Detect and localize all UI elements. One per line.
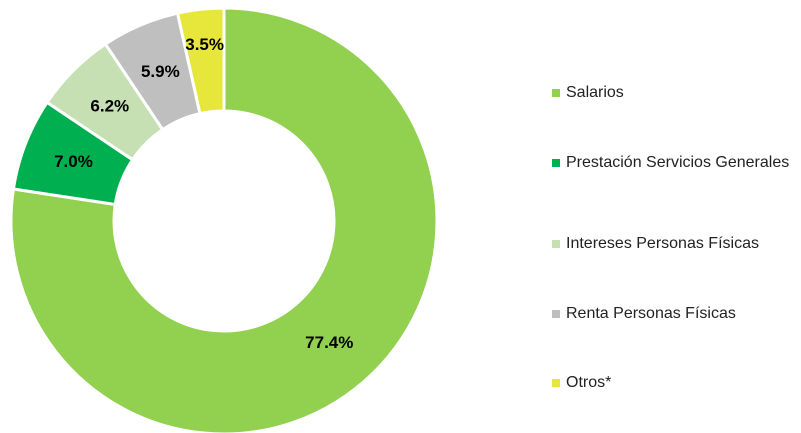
legend-item: Intereses Personas Físicas bbox=[552, 232, 792, 255]
legend-label: Otros* bbox=[566, 374, 612, 391]
legend-label: Prestación Servicios Generales bbox=[566, 154, 790, 171]
donut-segment bbox=[9, 6, 439, 433]
data-label: 77.4% bbox=[305, 333, 353, 352]
legend-item: Prestación Servicios Generales bbox=[552, 151, 792, 174]
legend-label: Renta Personas Físicas bbox=[566, 305, 736, 322]
legend-item: Renta Personas Físicas bbox=[552, 302, 792, 325]
legend-label: Salarios bbox=[566, 84, 624, 101]
data-label: 5.9% bbox=[141, 62, 180, 81]
legend-swatch bbox=[552, 310, 560, 318]
legend-swatch bbox=[552, 159, 560, 167]
legend-item: Otros* bbox=[552, 371, 792, 394]
legend-swatch bbox=[552, 89, 560, 97]
data-label: 3.5% bbox=[185, 35, 224, 54]
data-label: 7.0% bbox=[54, 152, 93, 171]
legend-label: Intereses Personas Físicas bbox=[566, 235, 759, 252]
legend-swatch bbox=[552, 240, 560, 248]
legend-swatch bbox=[552, 379, 560, 387]
legend-item: Salarios bbox=[552, 81, 792, 104]
data-label: 6.2% bbox=[90, 96, 129, 115]
donut-segment bbox=[175, 6, 226, 116]
